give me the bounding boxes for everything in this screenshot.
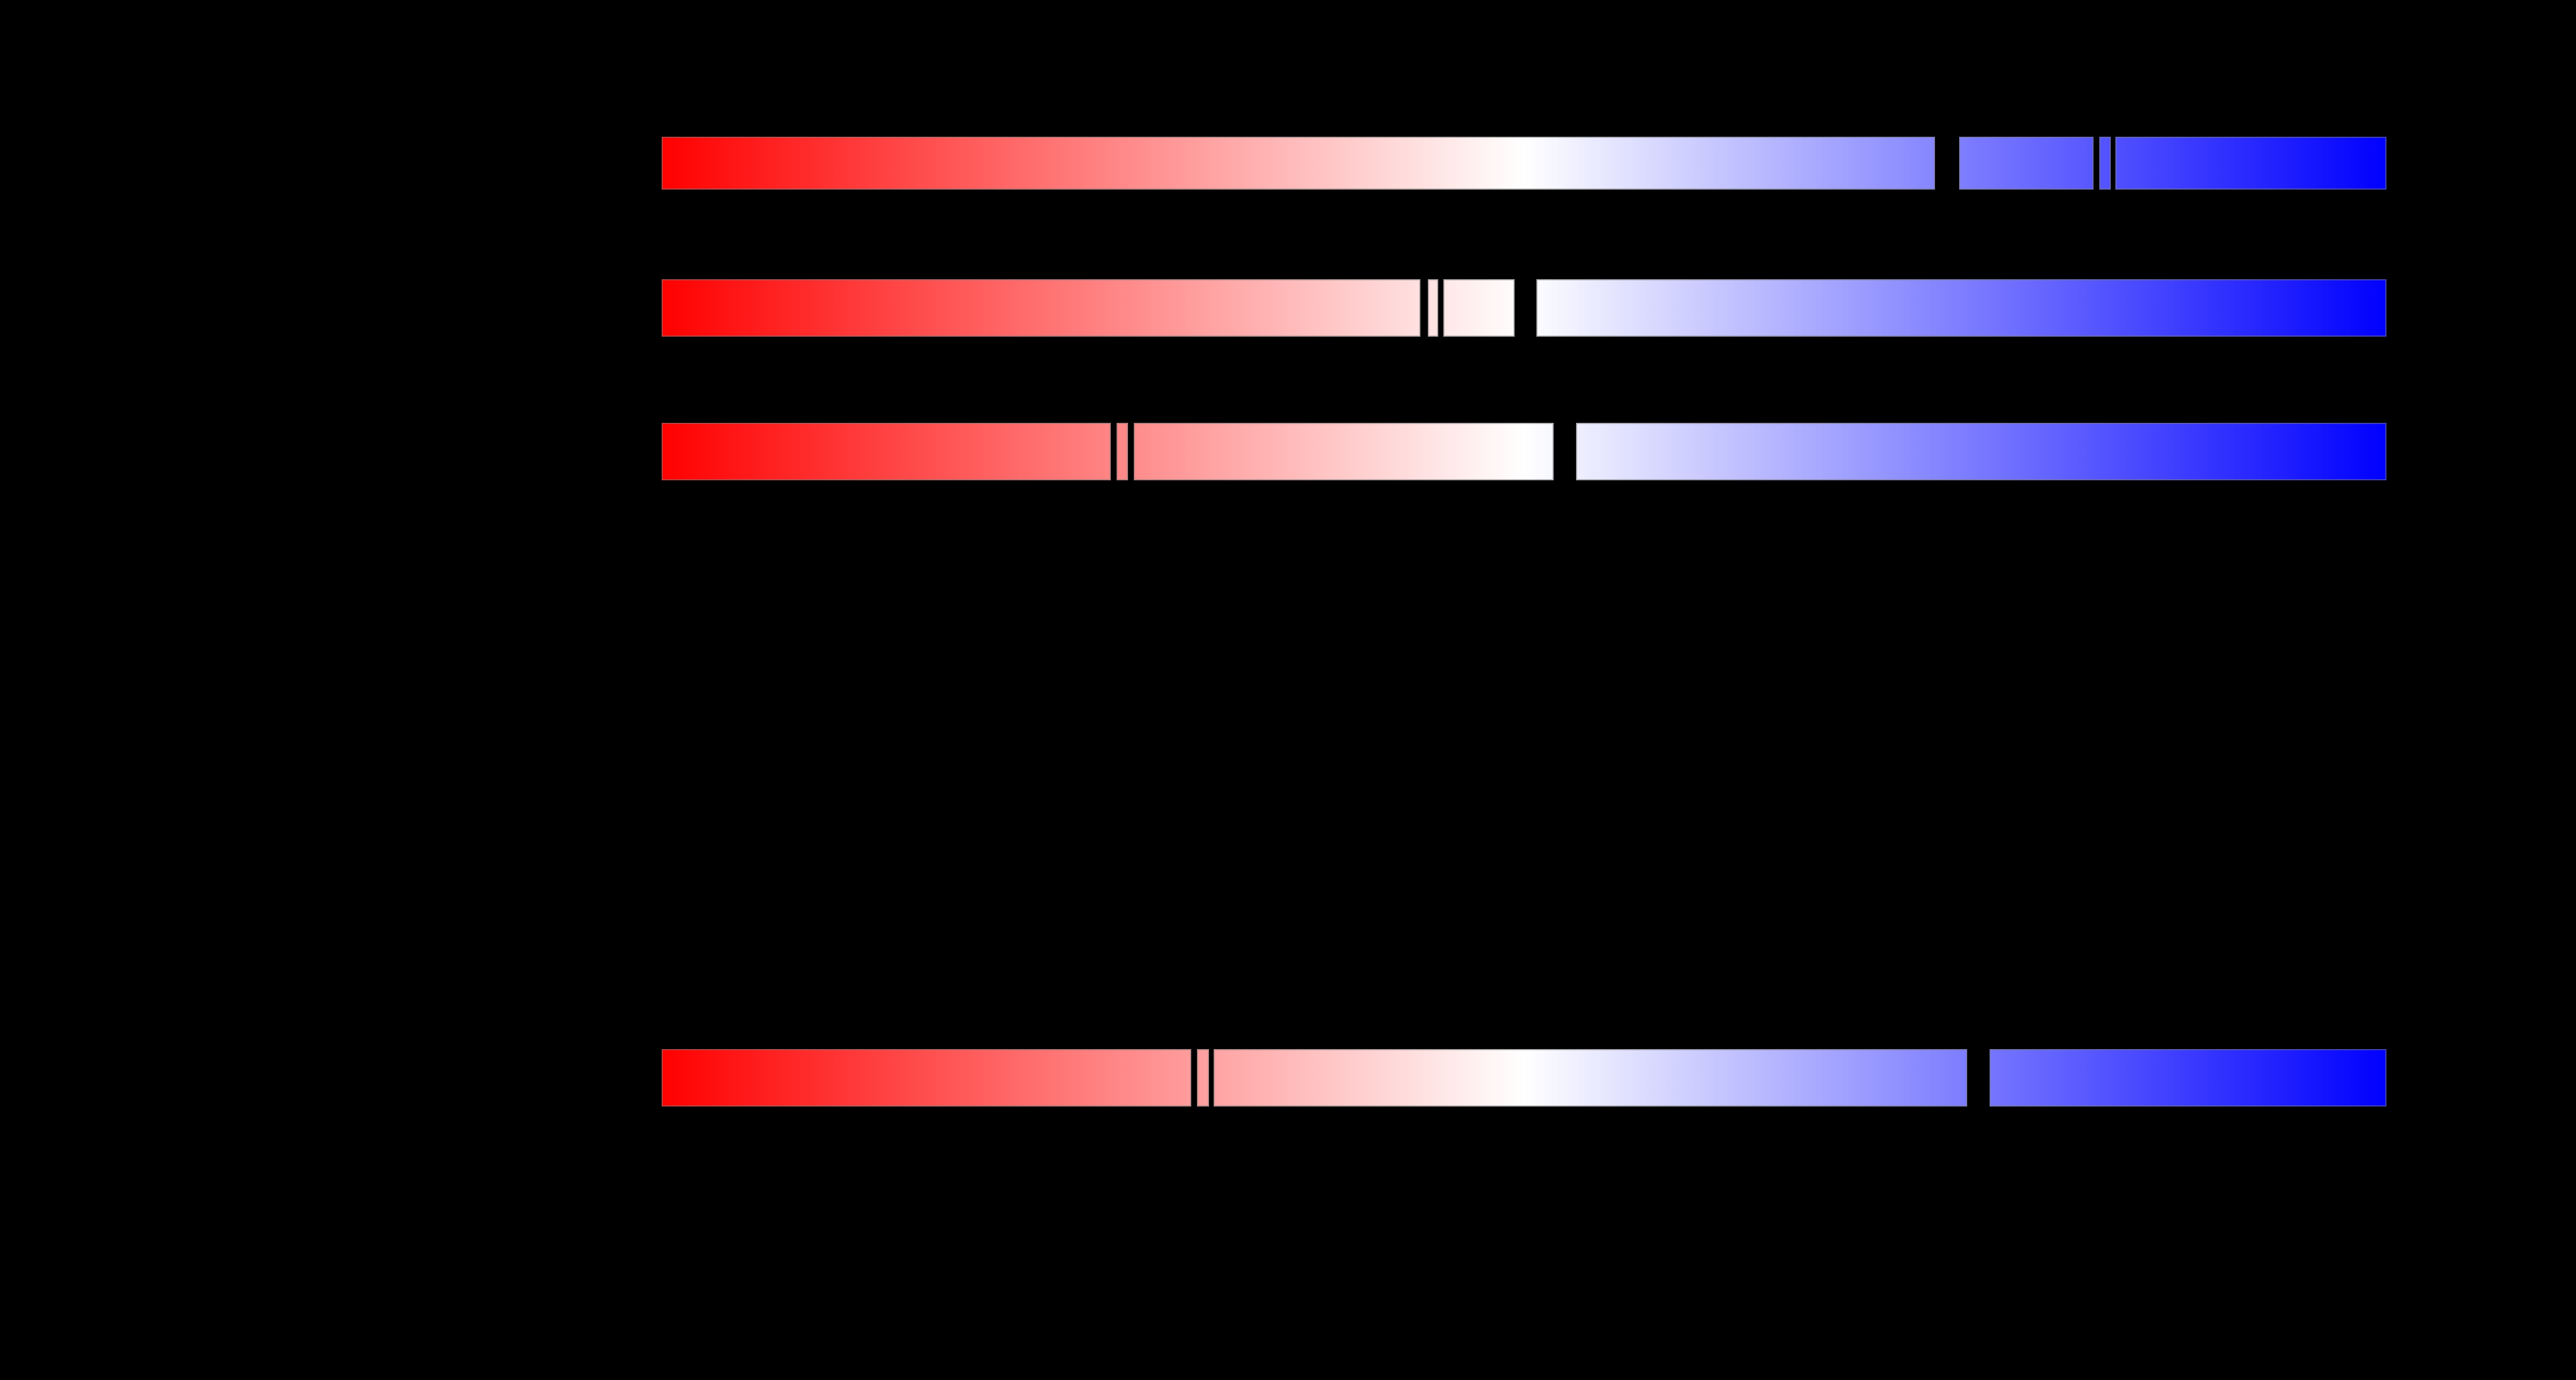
segment-gradient [1134,423,1554,480]
segment-gradient [662,279,1420,337]
segment-gradient [1443,279,1515,337]
colorbar-segment [1214,1049,1967,1107]
colorbar-segment [1576,423,2386,480]
segment-gradient [1576,423,2386,480]
segment-gradient [1117,423,1128,480]
colorbar-segment [1197,1049,1209,1107]
segment-gradient [2115,137,2386,190]
segment-gradient [1959,137,2094,190]
colorbar-segment [1443,279,1515,337]
segment-gradient [662,423,1111,480]
colorbar-segment [2099,137,2111,190]
segment-gradient [1428,279,1438,337]
segment-gradient [662,1049,1191,1107]
colorbar-segment [1959,137,2094,190]
colorbar-segment [662,423,1111,480]
segment-gradient [1214,1049,1967,1107]
segment-gradient [1197,1049,1209,1107]
colorbar-segment [1536,279,2386,337]
colorbar-segment [662,279,1420,337]
colorbar-row-3 [662,423,2386,480]
segment-gradient [2099,137,2111,190]
colorbar-segment [1134,423,1554,480]
colorbar-segment [1117,423,1128,480]
colorbar-segment [1428,279,1438,337]
colorbar-row-1 [662,137,2386,190]
colorbar-segment [662,137,1935,190]
colorbar-row-2 [662,279,2386,337]
colorbar-row-4 [662,1049,2386,1107]
colorbar-segment [2115,137,2386,190]
colorbar-segment [662,1049,1191,1107]
segment-gradient [1990,1049,2386,1107]
segment-gradient [662,137,1935,190]
segment-gradient [1536,279,2386,337]
colorbar-segment [1990,1049,2386,1107]
